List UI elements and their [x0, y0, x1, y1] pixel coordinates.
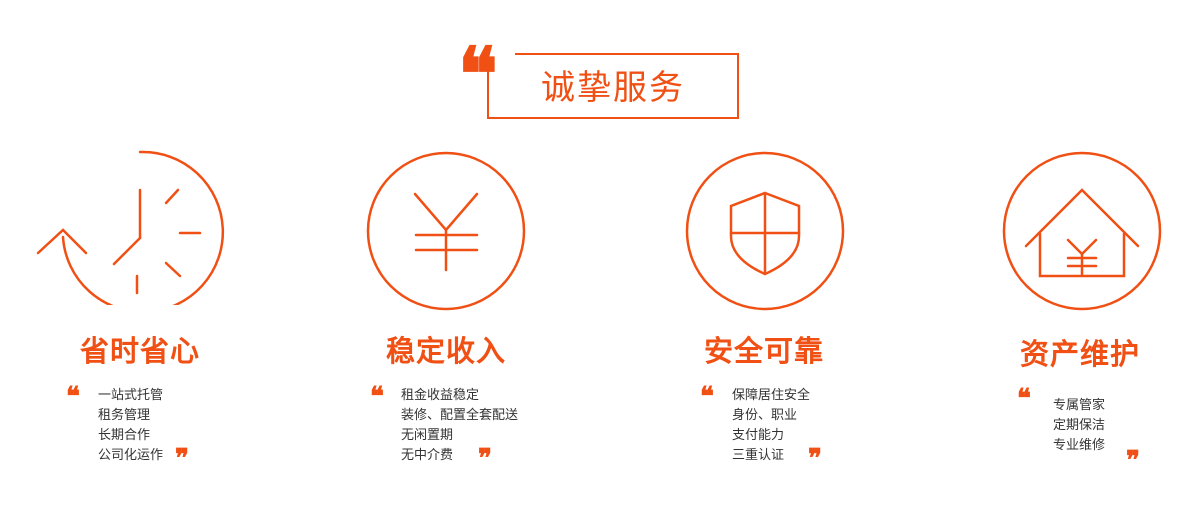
list-item: 公司化运作	[98, 448, 164, 463]
feature-list-asset: 专属管家 定期保洁 专业维修	[1053, 396, 1105, 456]
page-title: 诚挚服务	[541, 68, 685, 108]
feature-title-safety: 安全可靠	[703, 334, 824, 368]
quote-open-icon: ❝	[370, 382, 384, 412]
quote-open-icon: ❝	[66, 382, 80, 412]
feature-title-asset: 资产维护	[1019, 337, 1140, 371]
quote-open-icon: ❝	[1017, 384, 1031, 414]
shield-icon	[685, 151, 845, 311]
feature-title-income: 稳定收入	[385, 334, 506, 368]
list-item: 专属管家	[1053, 398, 1106, 413]
list-item: 装修、配置全套配送	[401, 408, 519, 423]
list-item: 支付能力	[732, 428, 785, 443]
quote-close-icon: ❞	[478, 444, 492, 474]
quote-close-icon: ❞	[1126, 446, 1140, 476]
feature-title-time: 省时省心	[79, 334, 200, 368]
house-yuan-icon	[1002, 151, 1162, 311]
header-frame	[487, 53, 739, 119]
list-item: 定期保洁	[1053, 418, 1106, 433]
list-item: 租务管理	[98, 408, 151, 423]
list-item: 三重认证	[732, 448, 785, 463]
list-item: 一站式托管	[98, 388, 164, 403]
yuan-icon	[366, 151, 526, 311]
quote-close-icon: ❞	[808, 444, 822, 474]
feature-list-income: 租金收益稳定 装修、配置全套配送 无闲置期 无中介费	[401, 386, 518, 466]
list-item: 保障居住安全	[732, 388, 811, 403]
list-item: 租金收益稳定	[401, 388, 480, 403]
list-item: 长期合作	[98, 428, 151, 443]
list-item: 专业维修	[1053, 438, 1106, 453]
clock-icon	[36, 150, 225, 305]
list-item: 无中介费	[401, 448, 454, 463]
quote-close-icon: ❞	[175, 444, 189, 474]
feature-list-safety: 保障居住安全 身份、职业 支付能力 三重认证	[732, 386, 810, 466]
header-quote-icon: ❝	[458, 32, 498, 118]
header-frame-top	[515, 53, 739, 55]
feature-list-time: 一站式托管 租务管理 长期合作 公司化运作	[98, 386, 163, 466]
list-item: 无闲置期	[401, 428, 454, 443]
quote-open-icon: ❝	[700, 382, 714, 412]
list-item: 身份、职业	[732, 408, 798, 423]
